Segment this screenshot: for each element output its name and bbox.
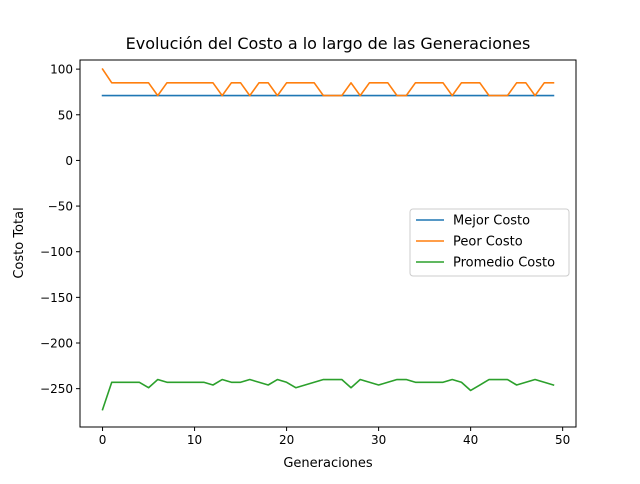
y-tick-label: −250 [40, 382, 73, 396]
x-tick-label: 10 [187, 433, 202, 447]
series-line-1 [101, 68, 555, 97]
y-tick-label: 100 [50, 63, 73, 77]
plot-area [101, 68, 555, 411]
legend-label: Peor Costo [453, 235, 523, 250]
x-tick-label: 50 [555, 433, 570, 447]
axes: 0 10 20 30 40 50 100 50 0 −50 −100 −150 −200 −250 [40, 59, 577, 447]
y-tick-label: 0 [65, 154, 73, 168]
x-tick-label: 0 [99, 433, 107, 447]
legend: Mejor Costo Peor Costo Promedio Costo [409, 208, 570, 277]
x-tick-label: 30 [371, 433, 386, 447]
x-tick-label: 40 [463, 433, 478, 447]
legend-label: Mejor Costo [453, 214, 530, 229]
legend-box [409, 208, 570, 277]
x-tick-label: 20 [279, 433, 294, 447]
x-axis-label: Generaciones [283, 456, 373, 471]
y-tick-label: −150 [40, 291, 73, 305]
axes-frame [79, 59, 577, 428]
y-tick-label: −100 [40, 245, 73, 259]
y-tick-label: −200 [40, 337, 73, 351]
y-tick-label: −50 [48, 200, 73, 214]
legend-label: Promedio Costo [453, 256, 555, 271]
chart-title: Evolución del Costo a lo largo de las Ge… [126, 34, 531, 53]
y-tick-label: 50 [58, 108, 73, 122]
y-axis-label: Costo Total [12, 207, 27, 278]
series-line-2 [101, 378, 555, 411]
